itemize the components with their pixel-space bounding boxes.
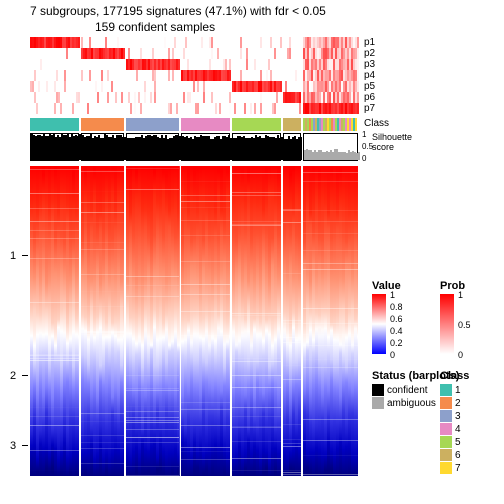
- sil-tick-05: 0.5: [362, 142, 373, 151]
- sil-tick-1: 1: [362, 130, 366, 139]
- row-section-3: 3: [10, 440, 16, 452]
- probability-tracks: [30, 37, 360, 115]
- silhouette-label: Silhouettescore: [372, 133, 412, 153]
- prob-row-label-p1: p1: [364, 37, 375, 48]
- title-line-1: 7 subgroups, 177195 signatures (47.1%) w…: [30, 4, 326, 18]
- prob-row-label-p7: p7: [364, 103, 375, 114]
- prob-row-label-p4: p4: [364, 70, 375, 81]
- prob-row-label-p6: p6: [364, 92, 375, 103]
- row-section-1: 1: [10, 250, 16, 262]
- class-bar-label: Class: [364, 118, 389, 129]
- class-bar: [30, 118, 360, 131]
- prob-row-label-p2: p2: [364, 48, 375, 59]
- prob-row-label-p5: p5: [364, 81, 375, 92]
- silhouette-bar: [30, 133, 360, 161]
- title-line-2: 159 confident samples: [95, 20, 215, 34]
- main-heatmap: [30, 166, 360, 476]
- sil-tick-0: 0: [362, 154, 366, 163]
- prob-row-label-p3: p3: [364, 59, 375, 70]
- row-section-2: 2: [10, 370, 16, 382]
